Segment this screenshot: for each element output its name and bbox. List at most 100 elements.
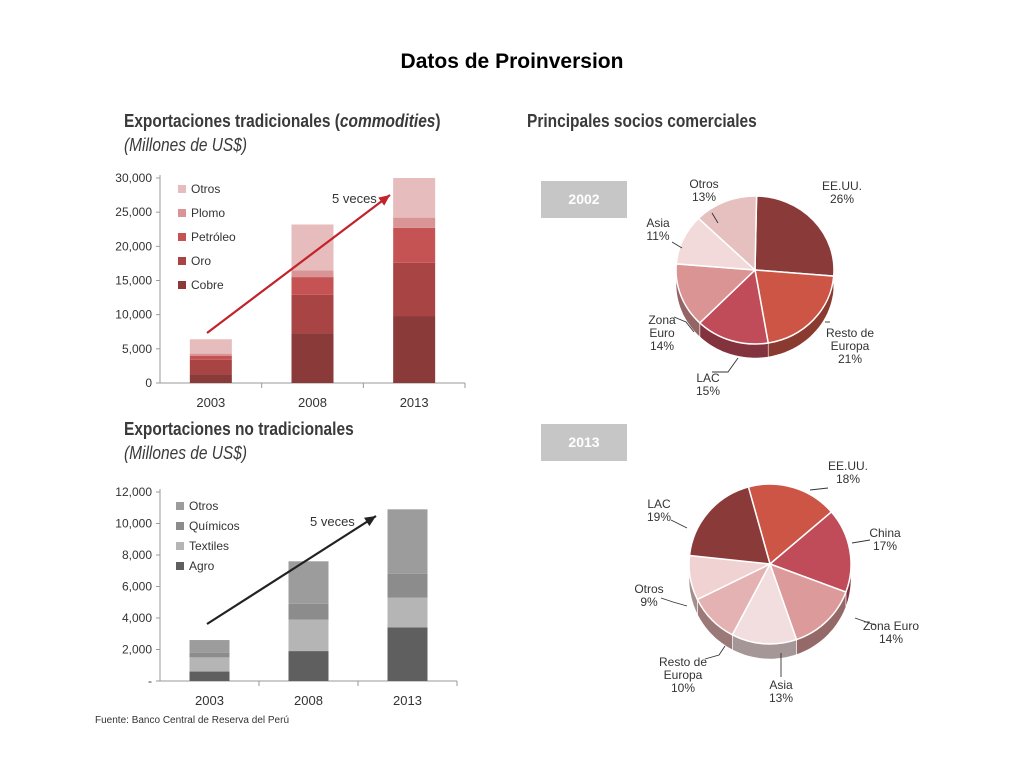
x-tick-label: 2008: [294, 693, 323, 708]
legend-swatch: [178, 209, 186, 217]
bar-segment: [387, 509, 428, 574]
bar-segment: [393, 217, 436, 228]
bar-segment: [189, 355, 232, 360]
y-tick-label: 10,000: [115, 517, 152, 531]
pie-label: EE.UU.: [828, 459, 868, 473]
pie-slice: [768, 562, 847, 641]
pie-label: LAC: [696, 371, 720, 385]
chart-title-main: Exportaciones tradicionales (: [124, 111, 340, 131]
legend-label: Plomo: [191, 206, 225, 220]
x-tick-label: 2008: [298, 395, 327, 410]
pie-slice: [768, 510, 852, 594]
bar-segment: [387, 627, 428, 681]
trend-arrow-line: [206, 194, 391, 334]
pie-slice: [754, 195, 835, 277]
bar-segment: [393, 227, 436, 263]
pie-leader-line: [660, 597, 688, 607]
legend-swatch: [176, 522, 184, 530]
x-tick-label: 2013: [393, 693, 422, 708]
bar-segment: [291, 294, 334, 334]
pie-label: Otros: [689, 177, 718, 191]
chart-subtitle-no-tradicionales: (Millones de US$): [124, 443, 248, 463]
y-tick-label: 2,000: [122, 643, 152, 657]
pie-leader-line: [671, 241, 683, 249]
bar-segment: [189, 374, 232, 383]
legend-label: Textiles: [189, 539, 229, 553]
pie-label: LAC: [647, 497, 671, 511]
pie-percent: 14%: [650, 339, 674, 353]
pie-percent: 26%: [830, 192, 854, 206]
pie-percent: 18%: [836, 472, 860, 486]
pie-label: Zona: [648, 313, 676, 327]
pie-percent: 9%: [640, 595, 658, 609]
y-tick-label: 0: [145, 376, 152, 390]
pie-leader-line: [673, 316, 695, 333]
y-tick-label: 12,000: [115, 485, 152, 499]
legend-swatch: [178, 185, 186, 193]
legend-swatch: [176, 542, 184, 550]
bar-segment: [387, 573, 428, 598]
pie-label: Europa: [664, 668, 703, 682]
pie-leader-line: [670, 519, 688, 529]
pie-percent: 15%: [696, 384, 720, 398]
pie-leader-line: [711, 212, 719, 224]
bar-segment: [189, 640, 230, 653]
source-note: Fuente: Banco Central de Reserva del Per…: [95, 715, 289, 726]
bar-segment: [393, 262, 436, 317]
x-tick-label: 2013: [400, 395, 429, 410]
pie-percent: 11%: [646, 229, 669, 243]
bar-segment: [291, 270, 334, 278]
pie-label: Otros: [634, 582, 663, 596]
y-tick-label: -: [148, 674, 152, 688]
pie-percent: 13%: [692, 190, 716, 204]
bar-segment: [189, 339, 232, 354]
legend-swatch: [178, 257, 186, 265]
trend-annotation: 5 veces: [310, 514, 355, 529]
year-tab-2002: 2002: [541, 181, 627, 218]
legend-label: Agro: [189, 559, 215, 573]
chart-title-tradicionales: Exportaciones tradicionales (commodities…: [124, 111, 441, 132]
legend-swatch: [178, 281, 186, 289]
chart-subtitle-tradicionales: (Millones de US$): [124, 135, 248, 155]
pie-leader-line: [851, 539, 871, 544]
legend-label: Petróleo: [191, 230, 236, 244]
legend-swatch: [178, 233, 186, 241]
page-title: Datos de Proinversion: [400, 50, 624, 73]
bar-segment: [189, 353, 232, 356]
pie-percent: 13%: [769, 691, 793, 705]
bar-segment: [291, 224, 334, 271]
legend-label: Otros: [189, 499, 218, 513]
bar-chart-no-tradicionales: - 2,000 4,000 6,000 8,000 10,000 12,000 2003 200…: [115, 485, 458, 708]
y-tick-label: 20,000: [115, 239, 152, 253]
pie-percent: 21%: [838, 352, 862, 366]
pie-label: China: [869, 526, 901, 540]
trend-annotation: 5 veces: [332, 191, 377, 206]
pie-label: Asia: [646, 216, 670, 230]
pie-panel-title: Principales socios comerciales: [527, 111, 757, 131]
trend-arrow-line: [206, 515, 377, 625]
bar-segment: [288, 603, 329, 620]
pie-label: Resto de: [659, 655, 707, 669]
bar-segment: [189, 652, 230, 658]
bar-segment: [291, 333, 334, 383]
legend-label: Oro: [191, 254, 211, 268]
x-tick-label: 2003: [195, 693, 224, 708]
bar-segment: [288, 651, 329, 681]
y-tick-label: 8,000: [122, 548, 152, 562]
bar-segment: [387, 597, 428, 628]
bar-segment: [393, 316, 436, 383]
bar-segment: [393, 178, 436, 218]
legend-swatch: [176, 502, 184, 510]
pie-label: Resto de: [826, 326, 874, 340]
legend-label: Cobre: [191, 278, 224, 292]
x-tick-label: 2003: [196, 395, 225, 410]
pie-label: Asia: [769, 678, 793, 692]
y-tick-label: 30,000: [115, 171, 152, 185]
pie-percent: 17%: [873, 539, 897, 553]
legend-swatch: [176, 562, 184, 570]
pie-percent: 14%: [879, 632, 903, 646]
chart-title-emphasis: commodities: [339, 111, 436, 131]
y-tick-label: 10,000: [115, 308, 152, 322]
pie-percent: 10%: [671, 681, 695, 695]
